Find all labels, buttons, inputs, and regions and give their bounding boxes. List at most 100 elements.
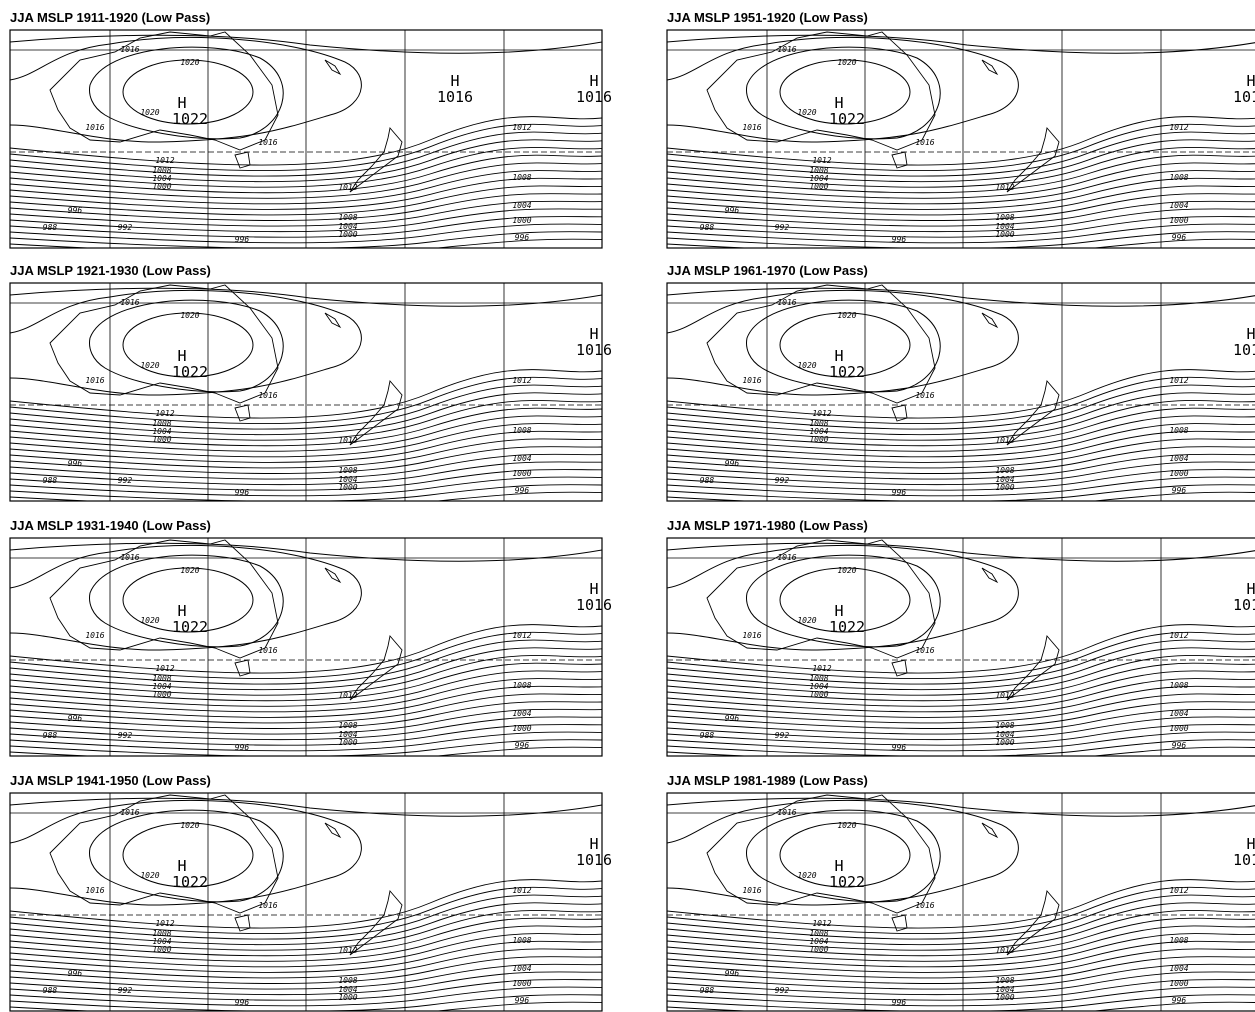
panel-title: JJA MSLP 1981-1989 (Low Pass) <box>667 773 868 788</box>
contour-label: 1012 <box>338 436 357 445</box>
contour-label: 1016 <box>85 376 104 385</box>
contour-label: 1012 <box>1169 886 1188 895</box>
coastline-tasmania <box>892 915 907 931</box>
map-panel: 1016102010201016101610121008100410009969… <box>667 283 1255 507</box>
map-panel: 1016102010201016101610121008100410009969… <box>10 283 612 507</box>
coastline-tasmania <box>235 152 250 168</box>
contour-label: 1004 <box>1169 201 1188 210</box>
contour-label: 996 <box>515 486 530 495</box>
contour-label: 1016 <box>742 123 761 132</box>
contour-label: 988 <box>700 731 715 740</box>
contour-label: 1012 <box>338 183 357 192</box>
coastline-island <box>982 823 997 837</box>
contour-label: 1004 <box>512 964 531 973</box>
contour-label: 1012 <box>1169 123 1188 132</box>
contour-label: 1012 <box>338 691 357 700</box>
high-value: 1016 <box>1233 596 1255 614</box>
contour-label: 1012 <box>812 664 831 673</box>
contour-label: 1000 <box>1169 469 1188 478</box>
contour-label: 1000 <box>809 435 828 444</box>
contour-label: 1008 <box>338 466 357 475</box>
contour-label: 1012 <box>1169 631 1188 640</box>
coastline-island <box>982 313 997 327</box>
map-panel: 1016102010201016101610121008100410009969… <box>667 538 1255 762</box>
contour-label: 1020 <box>837 311 856 320</box>
contour-label: 992 <box>775 731 790 740</box>
contour-label: 992 <box>775 986 790 995</box>
contour-label: 1016 <box>915 391 934 400</box>
map-layer <box>667 30 1255 254</box>
panel-frame <box>667 793 1255 1011</box>
contour-label: 996 <box>1172 233 1187 242</box>
contour-label: 1020 <box>180 311 199 320</box>
contour-label: 1000 <box>338 738 357 747</box>
high-value: 1022 <box>829 363 865 381</box>
contour-label: 1008 <box>995 721 1014 730</box>
isobar <box>667 288 1255 306</box>
contour-label: 1008 <box>995 213 1014 222</box>
contour-label: 1016 <box>742 376 761 385</box>
contour-label: 996 <box>892 235 907 244</box>
high-value: 1016 <box>576 596 612 614</box>
map-panel: 1016102010201016101610121008100410009969… <box>667 793 1255 1012</box>
coastline-tasmania <box>892 405 907 421</box>
map-panel: 1016102010201016101610121008100410009969… <box>10 538 612 762</box>
contour-label: 1020 <box>180 821 199 830</box>
contour-label: 1004 <box>512 454 531 463</box>
isobar <box>667 492 1255 507</box>
contour-label: 1004 <box>1169 964 1188 973</box>
contour-label: 1000 <box>1169 724 1188 733</box>
figure: JJA MSLP 1911-1920 (Low Pass)10161020102… <box>0 0 1255 1012</box>
high-value: 1016 <box>1233 88 1255 106</box>
contour-label: 1012 <box>995 436 1014 445</box>
contour-label: 1016 <box>120 45 139 54</box>
contour-label: 1008 <box>1169 173 1188 182</box>
contour-label: 996 <box>68 459 83 468</box>
contour-label: 1020 <box>140 361 159 370</box>
contour-label: 992 <box>118 986 133 995</box>
contour-label: 992 <box>775 476 790 485</box>
panel-title: JJA MSLP 1941-1950 (Low Pass) <box>10 773 211 788</box>
contour-label: 1008 <box>338 976 357 985</box>
high-value: 1022 <box>829 110 865 128</box>
contour-label: 1012 <box>812 409 831 418</box>
contour-label: 1000 <box>512 724 531 733</box>
contour-label: 1012 <box>812 919 831 928</box>
contour-label: 1012 <box>512 886 531 895</box>
contour-label: 992 <box>118 731 133 740</box>
contour-label: 1012 <box>155 156 174 165</box>
contour-label: 1008 <box>512 173 531 182</box>
contour-label: 1008 <box>1169 681 1188 690</box>
contour-label: 996 <box>725 206 740 215</box>
contour-label: 1008 <box>1169 936 1188 945</box>
contour-label: 1008 <box>995 976 1014 985</box>
high-value: 1022 <box>172 363 208 381</box>
isobar <box>667 941 1255 972</box>
contour-label: 1016 <box>915 646 934 655</box>
contour-label: 996 <box>235 488 250 497</box>
contour-label: 1012 <box>155 664 174 673</box>
contour-label: 1000 <box>809 945 828 954</box>
contour-label: 1008 <box>1169 426 1188 435</box>
contour-label: 996 <box>235 743 250 752</box>
panel-frame <box>667 538 1255 756</box>
isobar <box>667 178 1255 209</box>
contour-label: 1016 <box>777 298 796 307</box>
contour-label: 1000 <box>152 945 171 954</box>
contour-label: 1000 <box>512 216 531 225</box>
contour-label: 1000 <box>809 690 828 699</box>
panel-frame <box>667 283 1255 501</box>
contour-label: 996 <box>68 969 83 978</box>
contour-label: 988 <box>700 476 715 485</box>
contour-label: 1016 <box>85 631 104 640</box>
contour-label: 996 <box>235 235 250 244</box>
contour-label: 1000 <box>152 435 171 444</box>
high-value: 1016 <box>437 88 473 106</box>
contour-label: 996 <box>235 998 250 1007</box>
panel-title: JJA MSLP 1961-1970 (Low Pass) <box>667 263 868 278</box>
coastline-tasmania <box>235 915 250 931</box>
contour-label: 1004 <box>512 709 531 718</box>
contour-label: 1016 <box>85 123 104 132</box>
contour-label: 992 <box>118 223 133 232</box>
panel-frame <box>667 30 1255 248</box>
